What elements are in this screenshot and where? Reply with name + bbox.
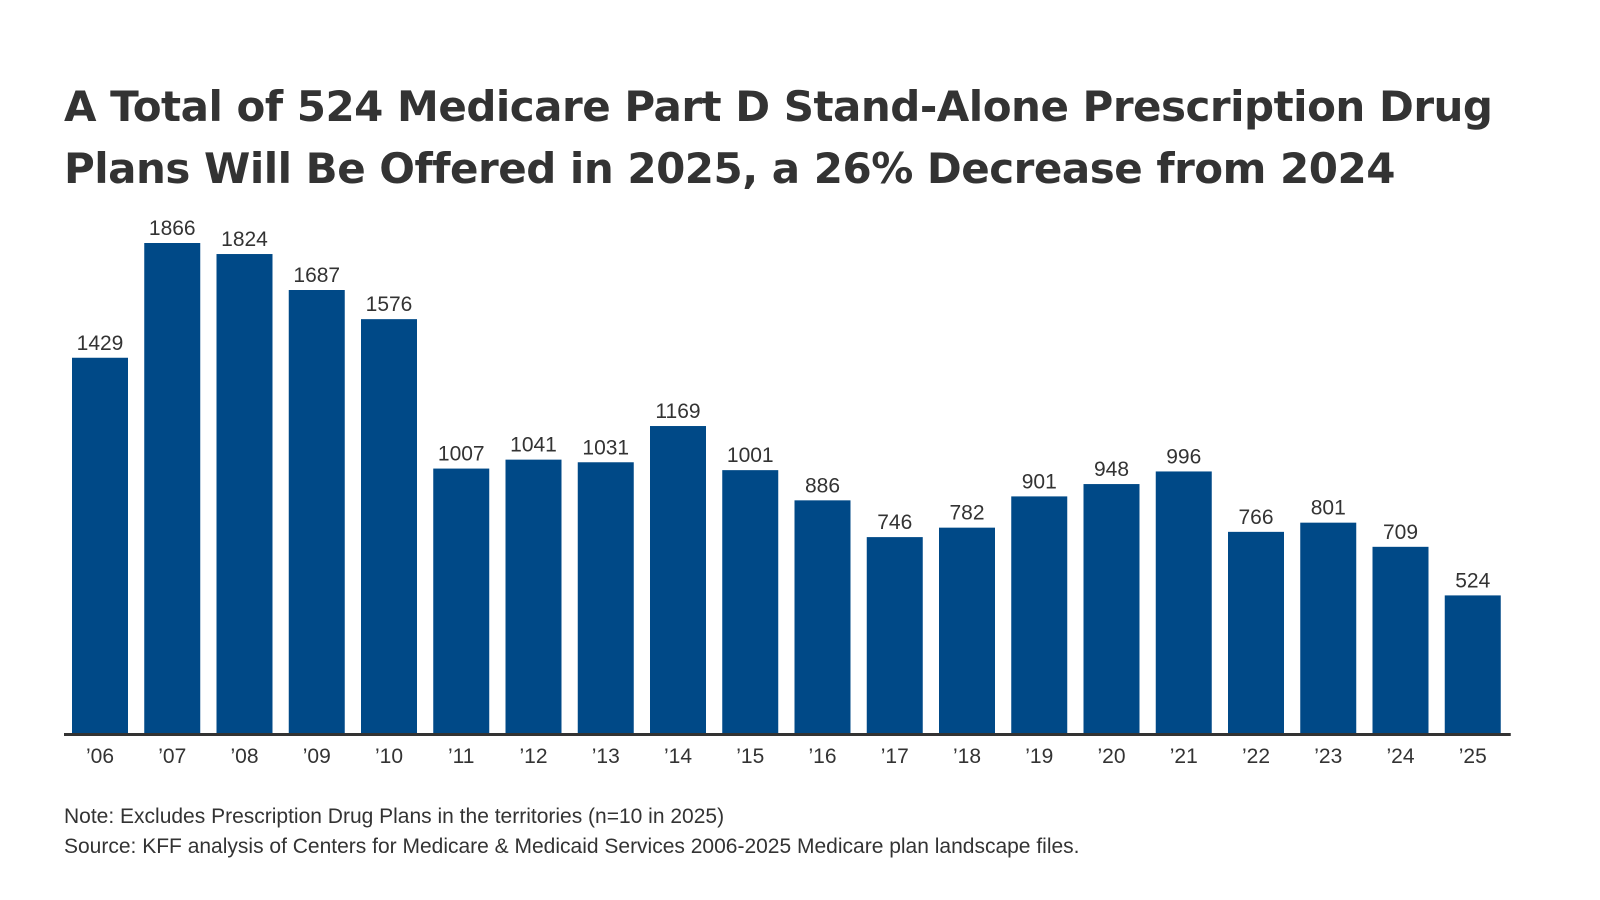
bar (1011, 496, 1068, 733)
bar (72, 357, 128, 733)
x-tick-label: ’10 (375, 745, 403, 768)
bar-value-label: 1576 (366, 293, 413, 316)
bar (1300, 522, 1357, 733)
bar-value-label: 1041 (510, 434, 557, 457)
x-tick-label: ’16 (808, 745, 836, 768)
bar (650, 426, 706, 733)
bar-value-label: 782 (949, 502, 984, 525)
x-tick-label: ’22 (1242, 745, 1270, 768)
bar (722, 470, 779, 733)
bar (361, 319, 417, 733)
bar (288, 290, 345, 733)
bar-value-label: 886 (805, 474, 840, 497)
bar-value-label: 1687 (293, 264, 340, 287)
x-tick-label: ’12 (519, 745, 547, 768)
bars (72, 243, 1501, 734)
x-tick-label: ’19 (1025, 745, 1053, 768)
bar-value-label: 1007 (438, 443, 485, 466)
bar (1155, 471, 1212, 733)
x-tick-label: ’07 (158, 745, 186, 768)
x-tick-label: ’18 (953, 745, 981, 768)
x-tick-label: ’06 (86, 745, 114, 768)
x-tick-label: ’25 (1459, 745, 1487, 768)
bar-value-label: 1031 (582, 436, 629, 459)
bar-value-label: 709 (1383, 521, 1418, 544)
bar-value-label: 996 (1166, 445, 1201, 468)
bar-value-label: 801 (1311, 497, 1346, 520)
x-tick-label: ’21 (1170, 745, 1198, 768)
chart-title: A Total of 524 Medicare Part D Stand-Alo… (64, 76, 1544, 200)
bar (866, 537, 923, 733)
x-tick-label: ’09 (303, 745, 331, 768)
source-text: Source: KFF analysis of Centers for Medi… (64, 835, 1080, 858)
x-tick-label: ’15 (736, 745, 764, 768)
bar-value-label: 1866 (149, 217, 196, 240)
x-tick-label: ’23 (1314, 745, 1342, 768)
x-tick-labels: ’06 ’07 ’08 ’09 ’10 ’11 ’12 ’13 ’14 ’15 ’16 ’17 ’18 ’… (86, 745, 1487, 768)
bar-value-label: 1824 (221, 228, 268, 251)
bar (1372, 546, 1429, 733)
x-tick-label: ’08 (230, 745, 258, 768)
value-labels: 1429 1866 1824 1687 1576 1007 1041 1031 1169 1001… (77, 217, 1491, 592)
bar (144, 243, 201, 733)
bar (505, 459, 562, 733)
note-text: Note: Excludes Prescription Drug Plans i… (64, 805, 725, 828)
x-tick-label: ’20 (1097, 745, 1125, 768)
bar (794, 500, 851, 733)
bar (1228, 531, 1284, 733)
bar-value-label: 524 (1455, 569, 1490, 592)
chart-title-line-1: A Total of 524 Medicare Part D Stand-Alo… (64, 82, 1493, 131)
bar-value-label: 901 (1022, 470, 1057, 493)
bar (216, 254, 273, 734)
x-tick-label: ’17 (881, 745, 909, 768)
x-tick-label: ’24 (1386, 745, 1414, 768)
bar-value-label: 1169 (655, 400, 700, 423)
bar-value-label: 766 (1238, 506, 1273, 529)
chart-title-line-2: Plans Will Be Offered in 2025, a 26% Dec… (64, 144, 1395, 193)
bar (577, 462, 634, 733)
bar-value-label: 1429 (77, 332, 124, 355)
bar (433, 468, 490, 733)
bar (939, 527, 995, 733)
bar-value-label: 1001 (727, 444, 774, 467)
x-tick-label: ’14 (664, 745, 692, 768)
bar-value-label: 746 (877, 511, 912, 534)
chart-notes: Note: Excludes Prescription Drug Plans i… (64, 802, 1080, 862)
bar (1444, 595, 1501, 733)
bar-value-label: 948 (1094, 458, 1129, 481)
x-tick-label: ’13 (592, 745, 620, 768)
x-tick-label: ’11 (448, 745, 474, 768)
bar (1083, 484, 1140, 733)
